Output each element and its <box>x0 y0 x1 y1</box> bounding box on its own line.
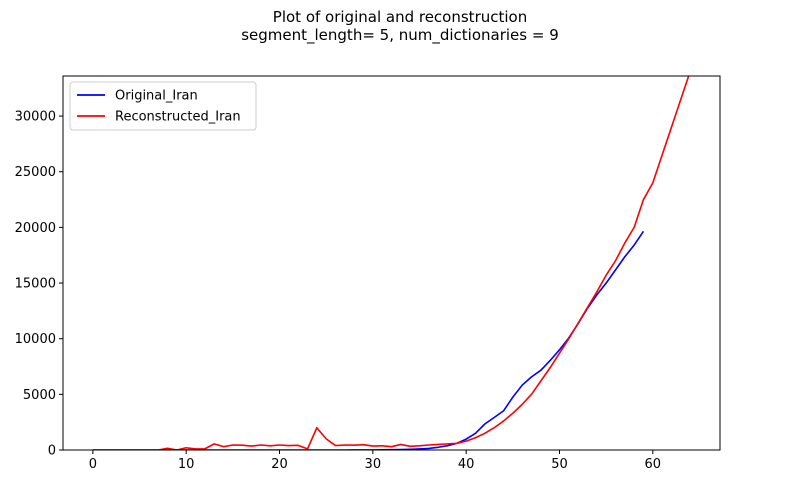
series-line-reconstructed-iran <box>92 76 690 450</box>
chart-subtitle: segment_length= 5, num_dictionaries = 9 <box>241 26 559 44</box>
x-tick-label: 60 <box>645 457 662 472</box>
x-tick-label: 50 <box>551 457 568 472</box>
x-tick-label: 0 <box>89 457 97 472</box>
y-axis-ticks: 0 5000 10000 15000 20000 25000 30000 <box>15 110 63 459</box>
y-tick-label: 25000 <box>15 165 56 180</box>
x-tick-label: 30 <box>365 457 382 472</box>
x-tick-label: 40 <box>458 457 475 472</box>
legend-label: Reconstructed_Iran <box>115 110 241 125</box>
legend: Original_Iran Reconstructed_Iran <box>69 81 257 131</box>
x-tick-label: 10 <box>178 457 195 472</box>
x-axis-ticks: 0 10 20 30 40 50 60 <box>89 450 661 472</box>
y-tick-label: 0 <box>48 444 56 459</box>
legend-label: Original_Iran <box>115 89 198 104</box>
axes-frame <box>62 75 721 451</box>
legend-box <box>69 81 257 131</box>
x-tick-label: 20 <box>271 457 288 472</box>
y-tick-label: 5000 <box>23 388 56 403</box>
series-line-original-iran <box>92 230 645 450</box>
chart-title: Plot of original and reconstruction <box>272 8 528 26</box>
y-tick-label: 15000 <box>15 277 56 292</box>
y-tick-label: 30000 <box>15 110 56 125</box>
y-tick-label: 10000 <box>15 332 56 347</box>
y-tick-label: 20000 <box>15 221 56 236</box>
